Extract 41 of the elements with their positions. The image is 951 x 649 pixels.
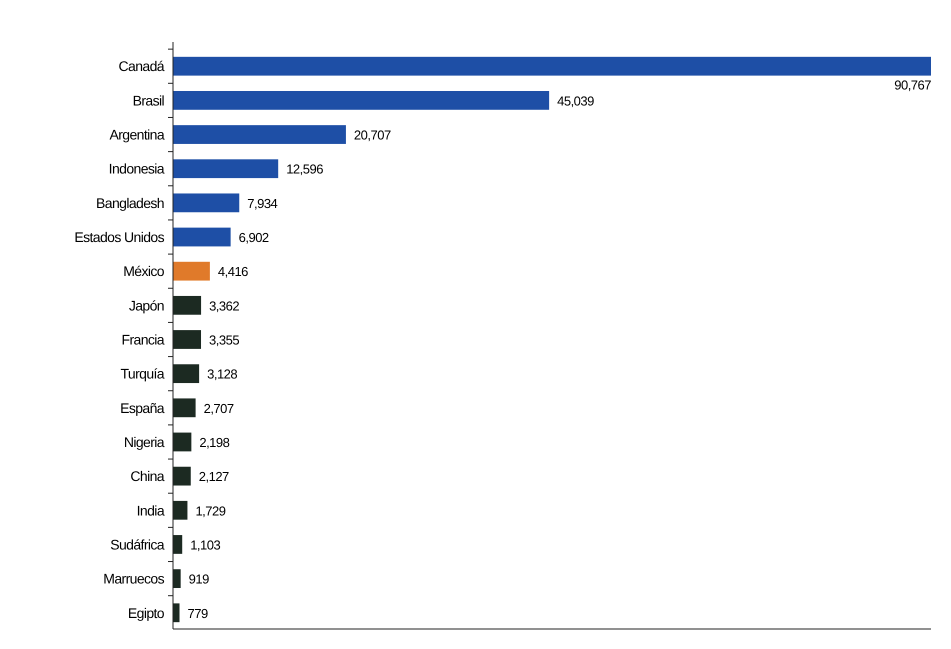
y-tick-label: Indonesia xyxy=(108,160,165,177)
data-label: 2,198 xyxy=(199,434,230,450)
y-tick-label: Francia xyxy=(122,332,165,348)
y-tick-label: Nigeria xyxy=(124,434,165,450)
y-tick-label: India xyxy=(136,502,165,518)
bar xyxy=(173,125,346,144)
y-tick-label: Canadá xyxy=(118,58,165,74)
y-tick-label: Turquía xyxy=(120,366,165,382)
data-label: 3,128 xyxy=(207,366,238,382)
y-tick-label: España xyxy=(120,400,165,416)
data-label: 6,902 xyxy=(238,230,269,246)
y-tick-label: Sudáfrica xyxy=(110,536,165,552)
y-tick-label: Estados Unidos xyxy=(74,229,165,246)
data-label: 3,362 xyxy=(209,298,240,314)
data-label: 3,355 xyxy=(209,332,240,348)
data-label: 20,707 xyxy=(354,128,391,143)
y-tick-label: México xyxy=(123,263,165,280)
bar xyxy=(173,262,210,281)
y-tick-label: Brasil xyxy=(132,92,164,108)
y-tick-label: Egipto xyxy=(128,604,165,621)
data-label: 12,596 xyxy=(286,162,324,177)
bar xyxy=(173,90,550,110)
y-tick-label: Marruecos xyxy=(103,570,165,587)
data-label: 779 xyxy=(188,606,208,621)
data-label: 4,416 xyxy=(218,264,248,280)
bar xyxy=(173,56,931,76)
data-label: 1,103 xyxy=(190,537,221,552)
data-label: 919 xyxy=(188,572,210,587)
data-label: 2,127 xyxy=(198,469,230,484)
data-label: 90,767 xyxy=(894,78,932,93)
data-label: 45,039 xyxy=(557,93,594,108)
data-label: 1,729 xyxy=(195,503,226,518)
bar xyxy=(173,228,231,246)
y-tick-label: China xyxy=(130,468,165,484)
bar xyxy=(173,159,278,178)
data-label: 2,707 xyxy=(204,400,234,416)
bar xyxy=(173,193,240,212)
y-tick-label: Japón xyxy=(128,297,164,314)
y-tick-label: Bangladesh xyxy=(96,194,164,211)
data-label: 7,934 xyxy=(247,196,278,211)
y-tick-label: Argentina xyxy=(109,126,165,143)
